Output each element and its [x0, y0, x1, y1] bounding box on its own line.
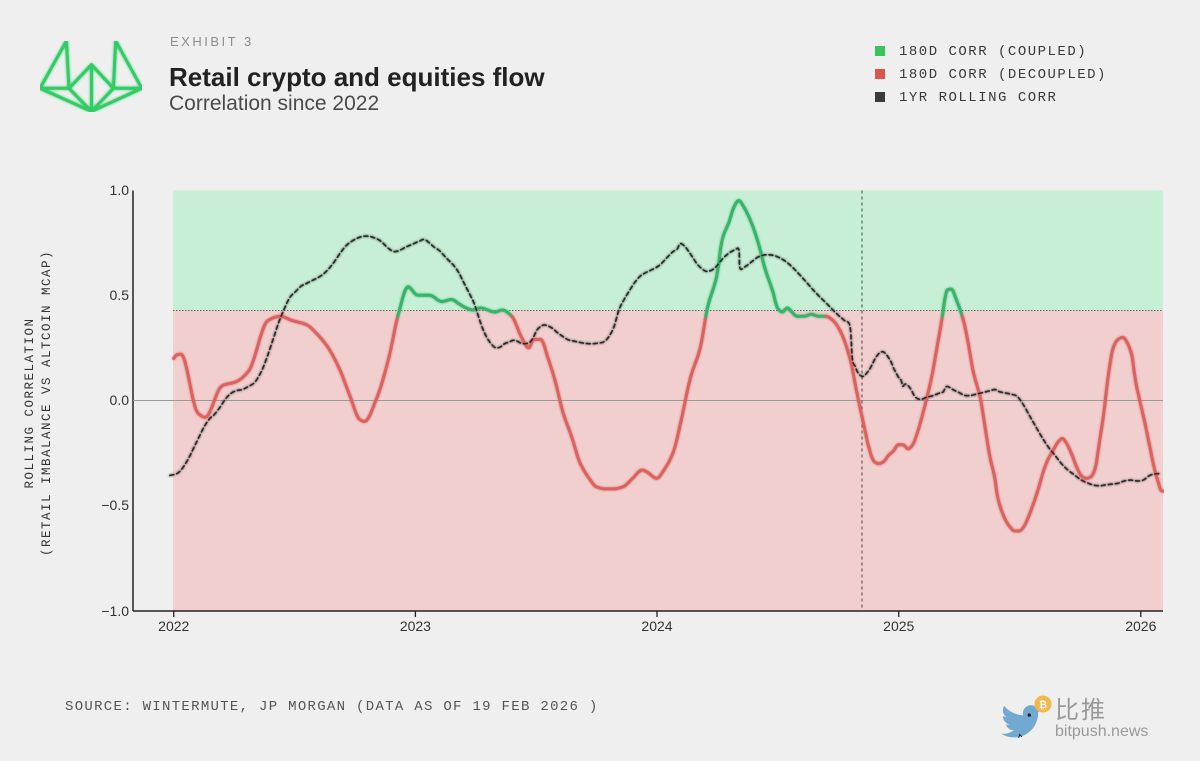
svg-text:₿: ₿: [1039, 700, 1047, 711]
